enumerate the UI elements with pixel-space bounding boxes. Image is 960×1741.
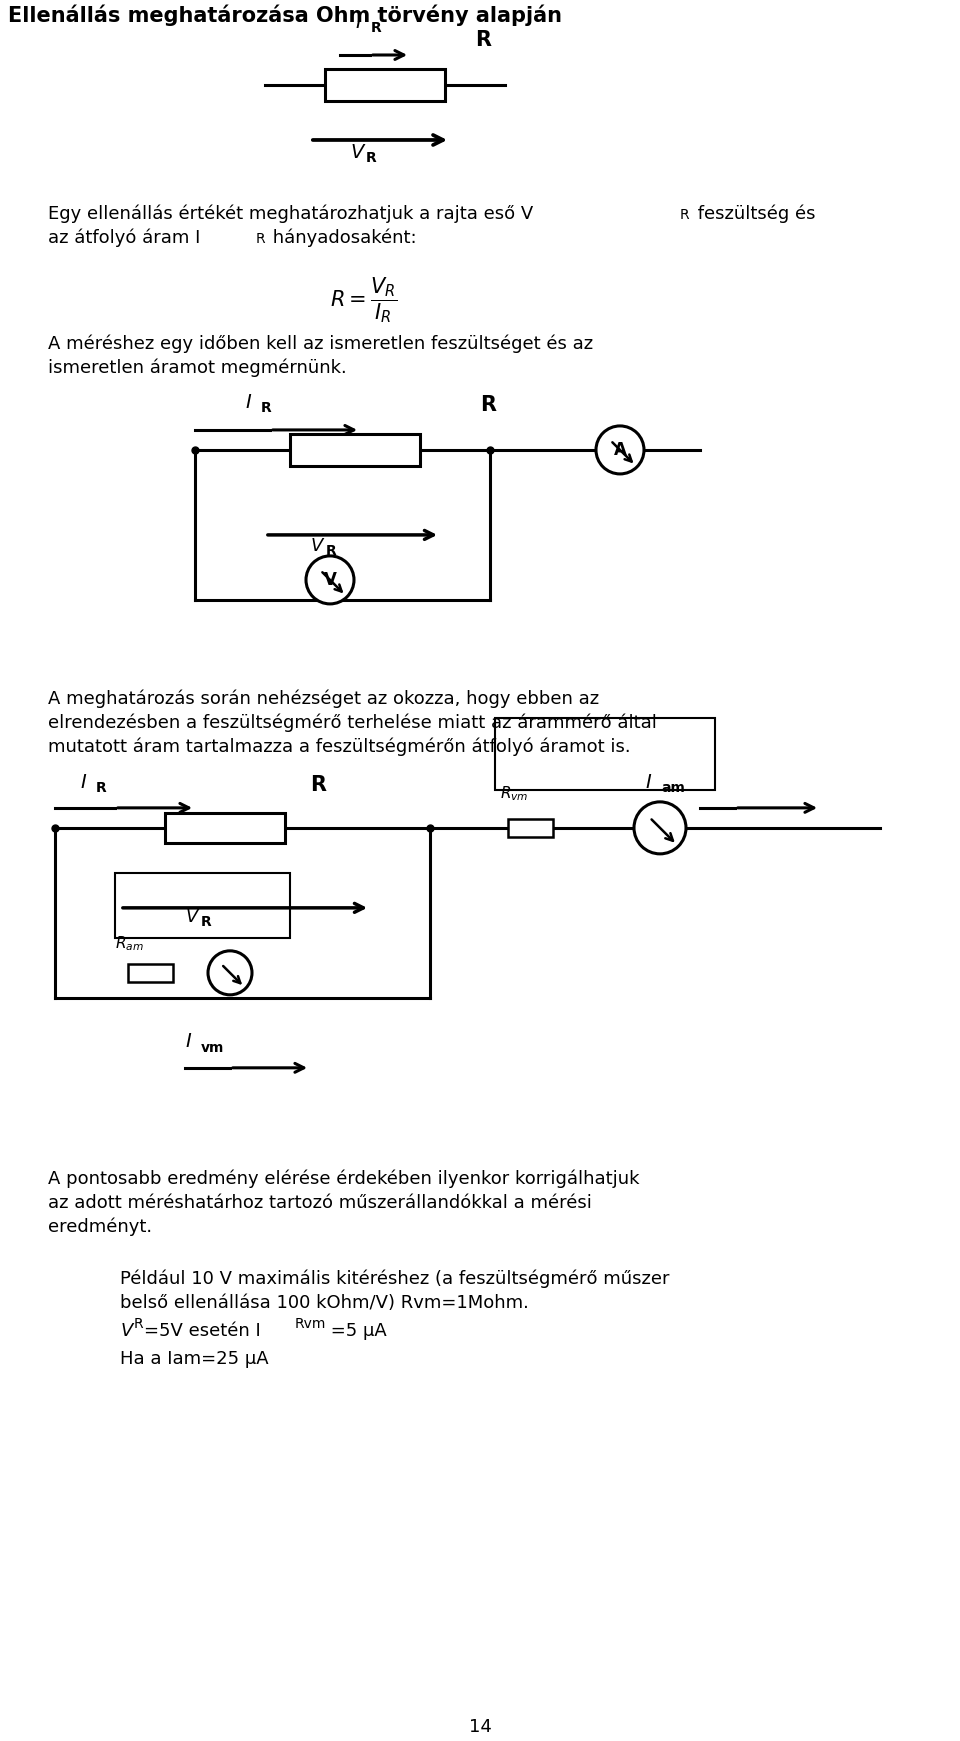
Text: $I$: $I$ bbox=[185, 1032, 192, 1052]
Bar bbox=[128, 965, 173, 982]
Text: Ha a Iam=25 μA: Ha a Iam=25 μA bbox=[120, 1349, 269, 1368]
Text: $I$: $I$ bbox=[245, 393, 252, 413]
Bar bbox=[495, 717, 715, 790]
Circle shape bbox=[596, 427, 644, 474]
Text: mutatott áram tartalmazza a feszültségmérőn átfolyó áramot is.: mutatott áram tartalmazza a feszültségmé… bbox=[48, 738, 631, 756]
Text: A méréshez egy időben kell az ismeretlen feszültséget és az: A méréshez egy időben kell az ismeretlen… bbox=[48, 334, 593, 353]
Text: $I$: $I$ bbox=[80, 773, 87, 792]
Text: $V$: $V$ bbox=[310, 536, 325, 555]
Text: R: R bbox=[96, 782, 107, 796]
Text: Rvm: Rvm bbox=[295, 1316, 326, 1330]
Text: R: R bbox=[201, 914, 212, 930]
Circle shape bbox=[634, 803, 686, 853]
Text: R: R bbox=[680, 207, 689, 221]
Text: ismeretlen áramot megmérnünk.: ismeretlen áramot megmérnünk. bbox=[48, 359, 347, 378]
Text: $V$: $V$ bbox=[350, 143, 367, 162]
Text: $I$: $I$ bbox=[645, 773, 652, 792]
Text: hányadosaként:: hányadosaként: bbox=[267, 230, 417, 247]
Text: 14: 14 bbox=[468, 1718, 492, 1736]
Text: R: R bbox=[310, 775, 326, 796]
Text: az adott méréshatárhoz tartozó műszerállandókkal a mérési: az adott méréshatárhoz tartozó műszeráll… bbox=[48, 1194, 592, 1212]
Text: $V$: $V$ bbox=[185, 907, 201, 926]
Bar bbox=[508, 818, 553, 837]
Text: =5 μA: =5 μA bbox=[325, 1321, 387, 1341]
Text: A meghatározás során nehézséget az okozza, hogy ebben az: A meghatározás során nehézséget az okozz… bbox=[48, 689, 599, 709]
Text: R: R bbox=[475, 30, 491, 50]
Text: eredményt.: eredményt. bbox=[48, 1217, 152, 1236]
Text: am: am bbox=[661, 782, 684, 796]
Text: belső ellenállása 100 kOhm/V) Rvm=1Mohm.: belső ellenállása 100 kOhm/V) Rvm=1Mohm. bbox=[120, 1294, 529, 1311]
Bar bbox=[290, 434, 420, 467]
Text: $V$: $V$ bbox=[120, 1321, 135, 1341]
Text: R: R bbox=[134, 1316, 144, 1330]
Text: Például 10 V maximális kitéréshez (a feszültségmérő műszer: Például 10 V maximális kitéréshez (a fes… bbox=[120, 1269, 669, 1288]
Text: =5V esetén I: =5V esetén I bbox=[144, 1321, 261, 1341]
Text: $I$: $I$ bbox=[355, 12, 362, 31]
Text: V: V bbox=[324, 571, 336, 588]
Text: $R_{am}$: $R_{am}$ bbox=[115, 935, 144, 952]
Text: Egy ellenállás értékét meghatározhatjuk a rajta eső V: Egy ellenállás értékét meghatározhatjuk … bbox=[48, 205, 533, 223]
Text: A: A bbox=[613, 440, 627, 460]
Text: $R = \dfrac{V_R}{I_R}$: $R = \dfrac{V_R}{I_R}$ bbox=[330, 275, 397, 324]
Text: R: R bbox=[366, 151, 376, 165]
Text: elrendezésben a feszültségmérő terhelése miatt az árammérő által: elrendezésben a feszültségmérő terhelése… bbox=[48, 714, 657, 733]
Circle shape bbox=[208, 951, 252, 994]
Circle shape bbox=[306, 555, 354, 604]
Bar bbox=[115, 872, 290, 938]
Text: az átfolyó áram I: az átfolyó áram I bbox=[48, 230, 201, 247]
Text: R: R bbox=[326, 543, 337, 557]
Text: feszültség és: feszültség és bbox=[692, 205, 815, 223]
Text: R: R bbox=[480, 395, 496, 414]
Text: $R_{vm}$: $R_{vm}$ bbox=[500, 783, 529, 803]
Text: R: R bbox=[261, 400, 272, 414]
Text: R: R bbox=[256, 232, 266, 245]
Bar bbox=[325, 70, 445, 101]
Text: R: R bbox=[371, 21, 382, 35]
Bar bbox=[165, 813, 285, 843]
Text: A pontosabb eredmény elérése érdekében ilyenkor korrigálhatjuk: A pontosabb eredmény elérése érdekében i… bbox=[48, 1170, 639, 1189]
Text: Ellenállás meghatározása Ohm törvény alapján: Ellenállás meghatározása Ohm törvény ala… bbox=[8, 5, 562, 26]
Text: vm: vm bbox=[201, 1041, 225, 1055]
